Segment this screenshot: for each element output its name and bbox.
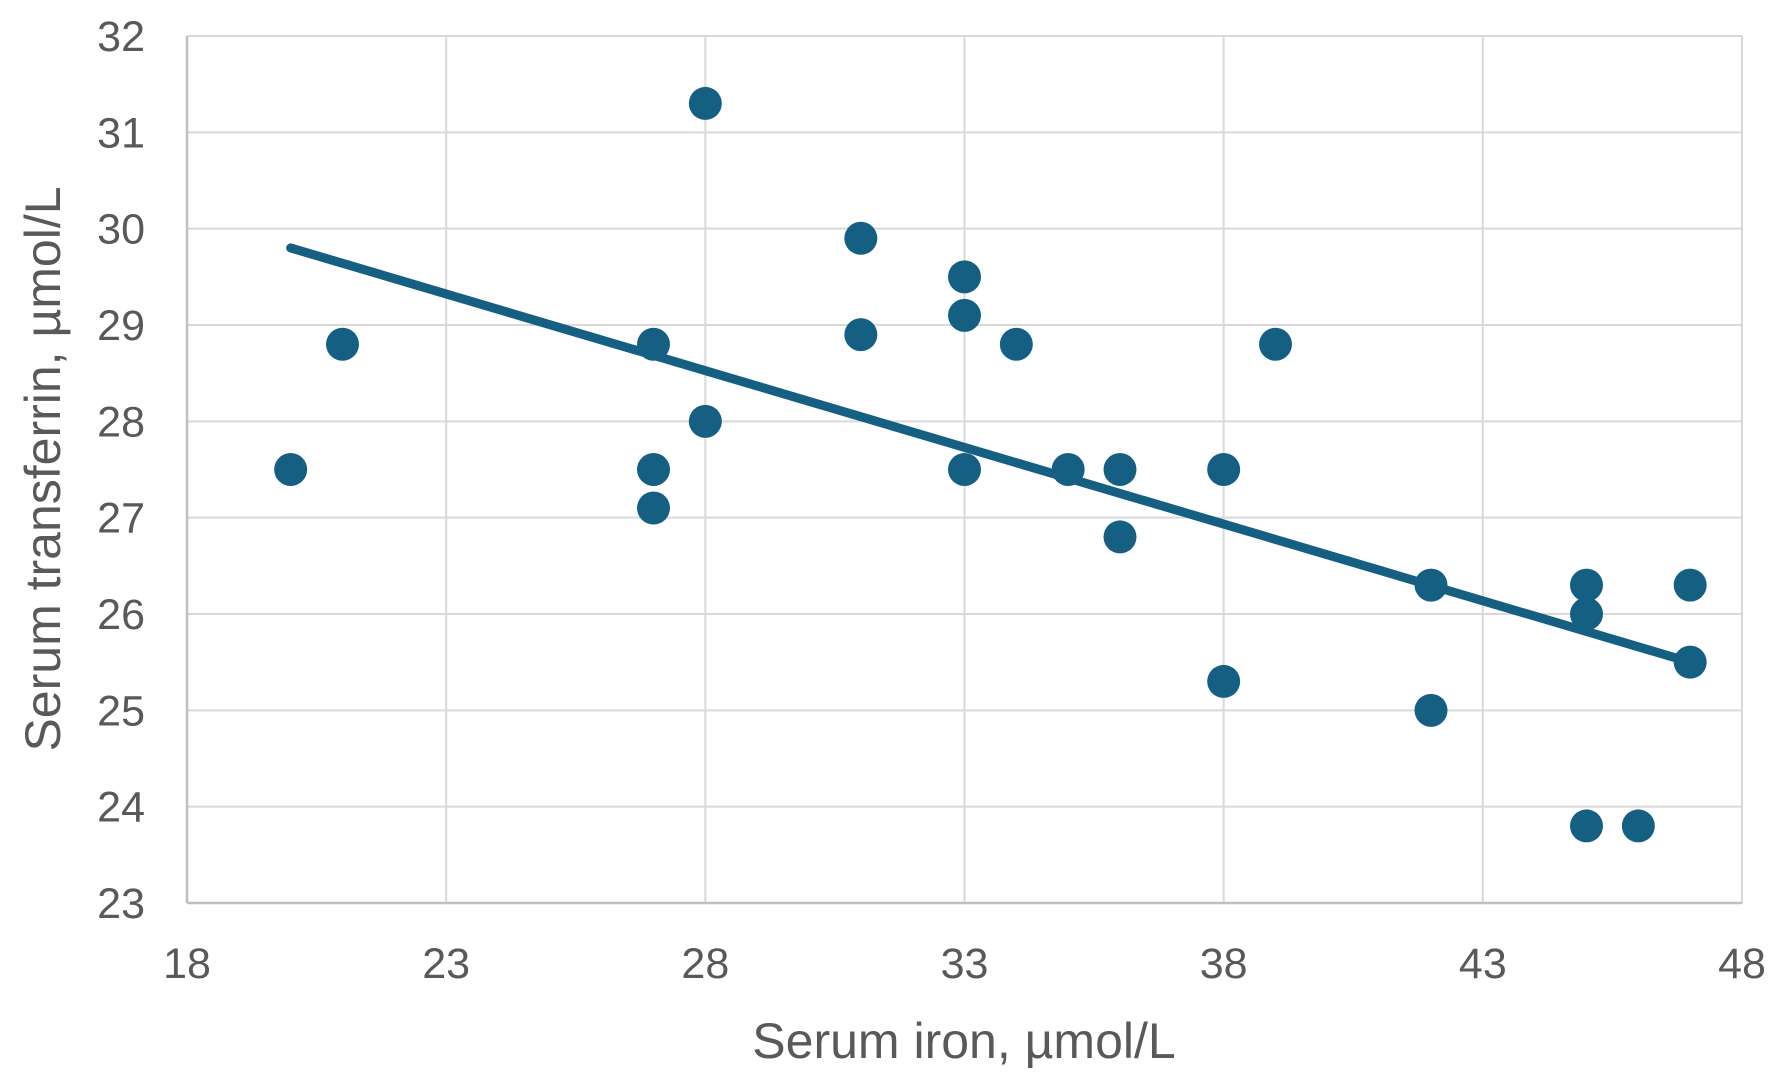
data-point: [948, 260, 981, 294]
y-tick-label: 23: [97, 880, 145, 928]
trend-line-group: [286, 243, 1695, 667]
data-point: [1103, 520, 1137, 554]
y-axis-tick-labels: 23 24 25 26 27 28 29 30 31 32: [97, 13, 145, 928]
x-tick-label: 48: [1718, 940, 1766, 988]
x-tick-label: 23: [422, 940, 470, 988]
x-tick-label: 18: [163, 940, 211, 988]
data-point: [1259, 327, 1292, 361]
y-tick-label: 29: [97, 302, 145, 350]
data-point: [844, 221, 878, 255]
x-tick-label: 28: [681, 940, 729, 988]
data-point: [637, 453, 670, 486]
data-point: [1103, 453, 1137, 486]
x-axis-title: Serum iron, µmol/L: [752, 1013, 1175, 1068]
x-tick-label: 43: [1459, 940, 1507, 988]
y-tick-label: 26: [97, 591, 145, 639]
data-point: [948, 298, 981, 332]
data-point: [999, 327, 1033, 361]
data-point: [688, 86, 722, 120]
y-tick-label: 31: [97, 109, 145, 157]
y-tick-label: 24: [97, 784, 145, 832]
y-tick-label: 25: [97, 687, 145, 735]
data-point: [1207, 453, 1241, 486]
axis-lines: [185, 36, 1742, 905]
data-point: [948, 453, 981, 486]
data-point: [1414, 693, 1448, 727]
trend-line: [286, 243, 1695, 667]
data-point: [274, 453, 308, 486]
data-point: [1621, 809, 1655, 843]
data-point: [1570, 597, 1603, 631]
data-point: [844, 318, 878, 352]
y-tick-label: 28: [97, 398, 145, 446]
x-tick-label: 33: [941, 940, 989, 988]
data-points-series: [274, 86, 1707, 843]
data-point: [326, 327, 359, 361]
y-tick-label: 32: [97, 13, 145, 61]
data-point: [1570, 809, 1603, 843]
y-axis-title: Serum transferrin, µmol/L: [15, 186, 71, 751]
data-point: [1570, 568, 1603, 602]
data-point: [637, 491, 670, 525]
x-tick-label: 38: [1200, 940, 1248, 988]
x-axis-tick-labels: 18 23 28 33 38 43 48: [163, 940, 1766, 988]
data-point: [688, 404, 722, 438]
data-point: [1673, 568, 1707, 602]
y-tick-label: 30: [97, 206, 145, 254]
y-tick-label: 27: [97, 495, 145, 543]
data-point: [1207, 664, 1241, 698]
